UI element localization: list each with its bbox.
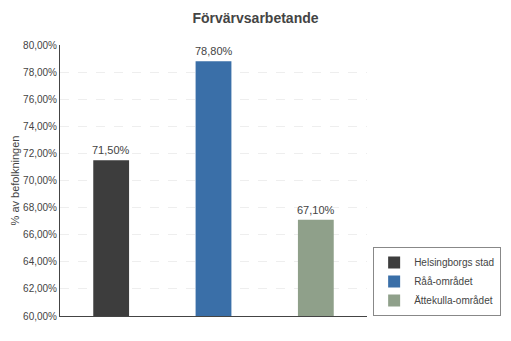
svg-text:Förvärvsarbetande: Förvärvsarbetande [192, 10, 318, 26]
svg-text:Råå-området: Råå-området [414, 276, 473, 287]
svg-text:67,10%: 67,10% [297, 204, 335, 216]
svg-text:% av befolkningen: % av befolkningen [9, 136, 21, 226]
svg-text:60,00%: 60,00% [23, 311, 57, 322]
svg-text:64,00%: 64,00% [23, 256, 57, 267]
svg-text:68,00%: 68,00% [23, 202, 57, 213]
svg-text:Ättekulla-området: Ättekulla-området [414, 295, 493, 306]
svg-text:78,00%: 78,00% [23, 67, 57, 78]
svg-text:62,00%: 62,00% [23, 283, 57, 294]
svg-text:78,80%: 78,80% [195, 45, 233, 57]
svg-text:80,00%: 80,00% [23, 40, 57, 51]
svg-text:74,00%: 74,00% [23, 121, 57, 132]
svg-text:71,50%: 71,50% [92, 144, 130, 156]
svg-text:Helsingborgs stad: Helsingborgs stad [414, 257, 494, 268]
svg-text:72,00%: 72,00% [23, 148, 57, 159]
svg-text:76,00%: 76,00% [23, 94, 57, 105]
svg-text:70,00%: 70,00% [23, 175, 57, 186]
svg-text:66,00%: 66,00% [23, 229, 57, 240]
